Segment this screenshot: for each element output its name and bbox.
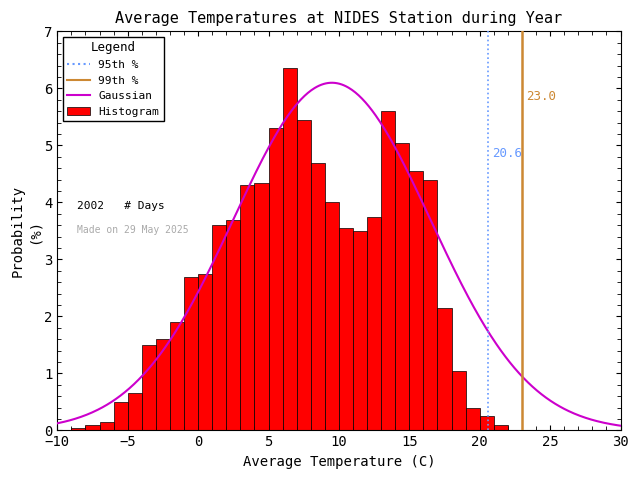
Bar [396, 143, 410, 431]
Bar [86, 425, 100, 431]
Title: Average Temperatures at NIDES Station during Year: Average Temperatures at NIDES Station du… [115, 11, 563, 26]
Bar [269, 128, 283, 431]
Y-axis label: Probability
(%): Probability (%) [11, 185, 42, 277]
Bar [114, 402, 128, 431]
Bar [156, 339, 170, 431]
Bar [255, 182, 269, 431]
X-axis label: Average Temperature (C): Average Temperature (C) [243, 455, 435, 469]
Bar [227, 219, 241, 431]
Bar [339, 228, 353, 431]
Bar [128, 394, 142, 431]
Bar [325, 203, 339, 431]
Bar [72, 428, 86, 431]
Bar [367, 216, 381, 431]
Bar [311, 163, 325, 431]
Bar [170, 322, 184, 431]
Legend: 95th %, 99th %, Gaussian, Histogram: 95th %, 99th %, Gaussian, Histogram [63, 37, 164, 121]
Bar [297, 120, 311, 431]
Bar [100, 422, 114, 431]
Bar [424, 180, 438, 431]
Bar [241, 185, 255, 431]
Bar [381, 111, 396, 431]
Bar [283, 69, 297, 431]
Bar [410, 171, 424, 431]
Bar [184, 276, 198, 431]
Bar [198, 274, 212, 431]
Bar [466, 408, 480, 431]
Text: Made on 29 May 2025: Made on 29 May 2025 [77, 225, 189, 235]
Text: 23.0: 23.0 [526, 90, 556, 103]
Bar [452, 371, 466, 431]
Bar [353, 231, 367, 431]
Bar [480, 416, 494, 431]
Text: 20.6: 20.6 [492, 147, 522, 160]
Bar [212, 225, 227, 431]
Text: 2002   # Days: 2002 # Days [77, 201, 164, 211]
Bar [494, 425, 508, 431]
Bar [438, 308, 452, 431]
Bar [142, 345, 156, 431]
